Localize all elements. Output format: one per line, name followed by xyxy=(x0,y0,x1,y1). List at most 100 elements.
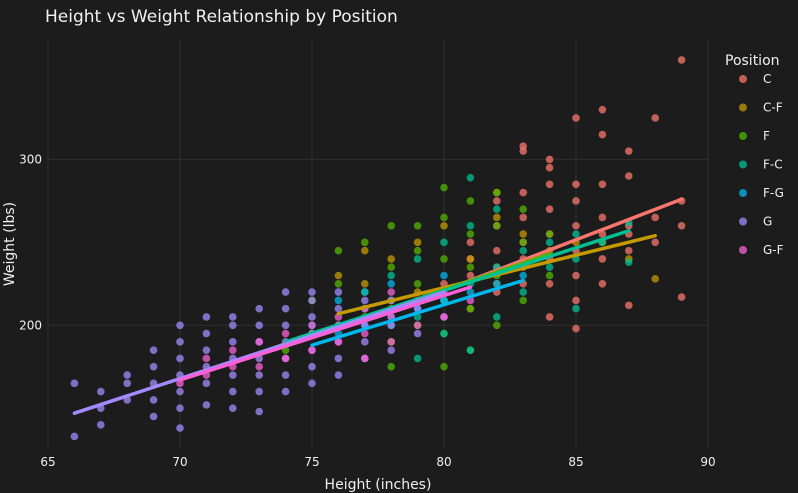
legend-marker-c-f xyxy=(739,103,747,112)
legend-label-c-f: C-F xyxy=(763,101,783,115)
data-point-f-c xyxy=(440,329,448,338)
data-point-c xyxy=(651,238,659,247)
data-point-c-f xyxy=(361,280,369,288)
data-point-g-f xyxy=(281,329,290,338)
data-point-f xyxy=(334,246,343,255)
data-point-g-f xyxy=(308,321,316,330)
data-point-g-f xyxy=(413,321,422,330)
data-point-g xyxy=(229,371,237,379)
data-point-f-c xyxy=(413,354,422,363)
data-point-g xyxy=(202,379,211,388)
data-point-g xyxy=(308,313,316,321)
x-tick-label: 85 xyxy=(568,455,583,469)
data-point-g xyxy=(176,338,184,346)
data-point-c-f xyxy=(361,246,369,255)
data-point-c-f xyxy=(413,238,422,247)
data-point-g-f xyxy=(334,338,343,346)
data-point-g-f xyxy=(308,346,316,354)
data-point-c xyxy=(651,114,659,122)
data-point-f-c xyxy=(493,313,501,321)
data-point-g xyxy=(123,371,131,379)
data-point-f-c xyxy=(572,230,580,238)
legend-label-f-c: F-C xyxy=(763,158,783,172)
data-point-c xyxy=(572,324,580,333)
data-point-c xyxy=(572,271,580,280)
data-point-g xyxy=(255,407,263,416)
data-point-g xyxy=(176,424,184,432)
data-point-f xyxy=(519,205,527,213)
data-point-c xyxy=(493,197,501,205)
data-point-g-f xyxy=(387,338,396,346)
x-tick-label: 75 xyxy=(304,455,319,469)
data-point-f-g xyxy=(387,280,396,288)
data-point-g-f xyxy=(361,354,369,363)
data-point-g-f xyxy=(229,346,237,354)
data-point-c-f xyxy=(519,230,527,238)
x-tick-label: 65 xyxy=(40,455,55,469)
data-point-g-f xyxy=(361,329,369,338)
data-point-g xyxy=(308,288,316,296)
data-point-g xyxy=(202,313,211,321)
data-point-g xyxy=(255,387,263,396)
data-point-f xyxy=(334,280,343,288)
y-tick-label: 300 xyxy=(19,152,42,166)
data-point-f xyxy=(387,263,396,272)
data-point-f xyxy=(466,230,475,238)
data-point-g xyxy=(229,321,237,330)
data-point-f xyxy=(519,238,527,247)
data-point-g xyxy=(308,296,316,305)
data-point-g-f xyxy=(281,354,290,363)
data-point-f xyxy=(493,321,501,330)
data-point-g xyxy=(202,401,211,409)
data-point-c xyxy=(651,213,659,222)
data-point-g xyxy=(229,313,237,321)
legend-marker-f-g xyxy=(739,189,747,197)
data-point-f xyxy=(413,221,422,230)
data-point-c xyxy=(545,205,554,213)
trend-lines xyxy=(72,197,684,415)
data-point-c xyxy=(545,180,554,189)
data-point-c-f xyxy=(651,275,659,283)
data-point-g xyxy=(334,371,343,379)
data-point-f xyxy=(545,230,554,238)
data-point-f-c xyxy=(466,346,475,354)
data-point-g-f xyxy=(176,379,184,388)
data-point-c xyxy=(545,163,554,172)
legend-label-c: C xyxy=(763,72,771,86)
data-point-c xyxy=(625,301,633,310)
data-point-g xyxy=(387,321,396,330)
legend-marker-c xyxy=(739,75,747,83)
data-point-f-g xyxy=(519,271,527,280)
data-point-g xyxy=(281,321,290,330)
data-point-g xyxy=(149,362,158,371)
legend-marker-g-f xyxy=(739,246,747,254)
data-point-f xyxy=(361,238,369,247)
data-point-f xyxy=(545,271,554,280)
data-point-g xyxy=(97,420,105,429)
data-point-g xyxy=(149,346,158,354)
data-point-f-c xyxy=(387,271,396,280)
data-point-c-f xyxy=(387,255,396,263)
data-point-c xyxy=(598,105,607,114)
y-tick-label: 200 xyxy=(19,318,42,332)
data-point-c xyxy=(625,172,633,180)
data-point-f-c xyxy=(413,255,422,263)
data-point-g xyxy=(176,354,184,363)
legend-label-g: G xyxy=(763,215,772,229)
data-point-g-f xyxy=(440,313,448,321)
data-point-g xyxy=(176,321,184,330)
data-point-f xyxy=(413,280,422,288)
data-point-f xyxy=(519,296,527,305)
data-point-g xyxy=(334,288,343,296)
data-point-c-f xyxy=(466,255,475,263)
data-point-g xyxy=(281,288,290,296)
data-point-g xyxy=(149,396,158,404)
data-point-g-f xyxy=(255,338,263,346)
legend-label-f-g: F-G xyxy=(763,186,784,200)
data-point-c xyxy=(572,114,580,122)
trend-line-f-g xyxy=(310,278,525,347)
data-point-c xyxy=(598,130,607,139)
data-point-c xyxy=(519,213,527,222)
data-point-g xyxy=(97,387,105,396)
